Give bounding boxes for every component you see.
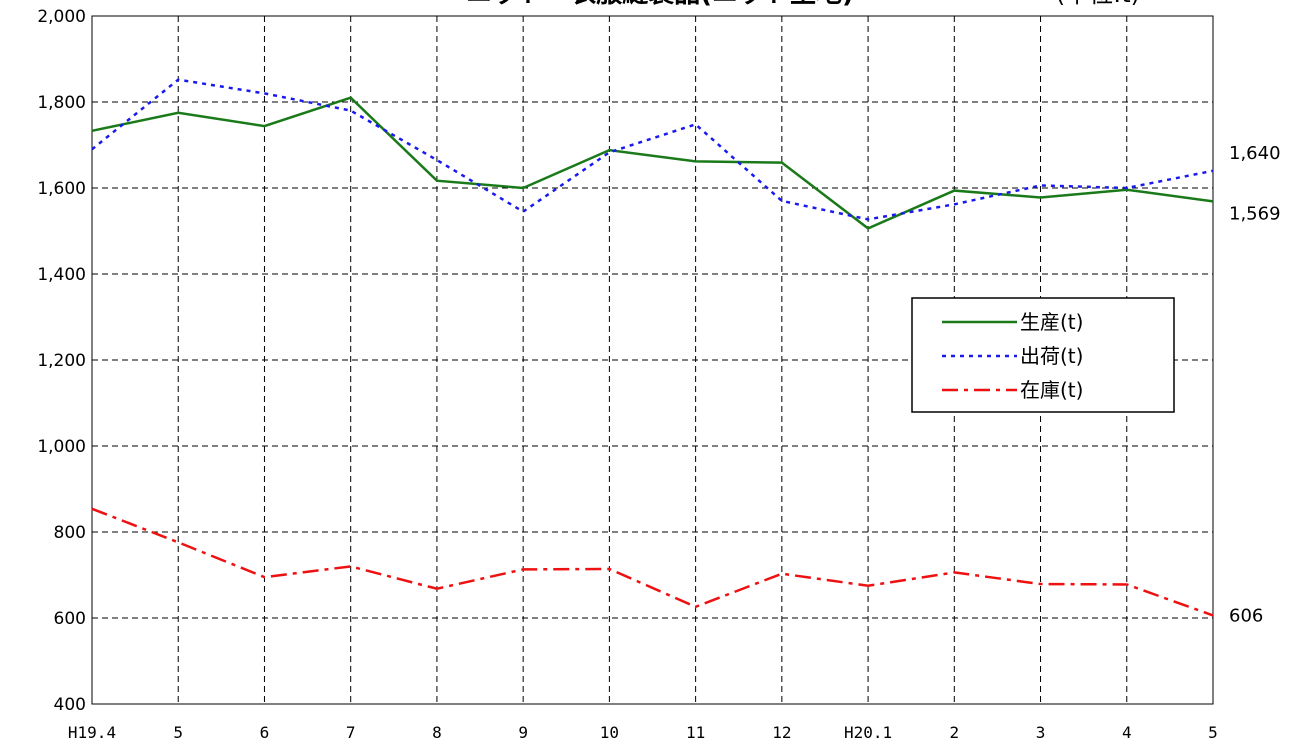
- legend-label: 出荷(t): [1020, 344, 1083, 368]
- x-tick-label: 9: [518, 723, 528, 742]
- x-tick-label: 10: [600, 723, 619, 742]
- unit-label: (単位:t): [1056, 0, 1140, 8]
- x-tick-label: 4: [1122, 723, 1132, 742]
- chart-title-group: ニット・衣服縫製品(ニット生地) (単位:t): [466, 0, 1140, 9]
- x-tick-label: 3: [1036, 723, 1046, 742]
- y-tick-label: 800: [54, 523, 86, 543]
- x-tick-label: 2: [949, 723, 959, 742]
- y-tick-label: 1,600: [37, 179, 86, 199]
- y-tick-label: 400: [54, 695, 86, 715]
- y-tick-label: 1,400: [37, 265, 86, 285]
- end-label: 1,640: [1229, 143, 1281, 164]
- x-axis-ticks: H19.4 5 6 7 8 9 10 11 12 H20.1 2 3 4 5: [68, 723, 1218, 742]
- y-tick-label: 1,000: [37, 437, 86, 457]
- y-axis-ticks: 400 600 800 1,000 1,200 1,400 1,600 1,800 2,000: [37, 7, 86, 715]
- y-tick-label: 1,800: [37, 93, 86, 113]
- x-tick-label: 6: [260, 723, 270, 742]
- y-tick-label: 1,200: [37, 351, 86, 371]
- grid: [92, 16, 1213, 704]
- x-tick-label: H19.4: [68, 723, 116, 742]
- x-tick-label: 11: [686, 723, 705, 742]
- y-tick-label: 2,000: [37, 7, 86, 27]
- x-tick-label: 5: [1208, 723, 1218, 742]
- legend-box: [911, 297, 1175, 413]
- end-labels: 1,569 1,640 606: [1229, 143, 1281, 627]
- x-tick-label: 5: [173, 723, 183, 742]
- plot-area-border: [91, 15, 1214, 705]
- end-label: 606: [1229, 605, 1263, 626]
- x-tick-label: 12: [772, 723, 791, 742]
- legend: 生産(t) 出荷(t) 在庫(t): [911, 297, 1175, 413]
- series-line-3: [91, 507, 1214, 617]
- chart-title: ニット・衣服縫製品(ニット生地): [466, 0, 854, 9]
- y-tick-label: 600: [54, 609, 86, 629]
- x-tick-label: H20.1: [844, 723, 892, 742]
- end-label: 1,569: [1229, 203, 1281, 224]
- legend-label: 在庫(t): [1020, 378, 1083, 402]
- series-line-1: [91, 96, 1214, 230]
- x-tick-label: 7: [346, 723, 356, 742]
- legend-label: 生産(t): [1020, 310, 1083, 334]
- x-tick-label: 8: [432, 723, 442, 742]
- series-line-2: [91, 78, 1214, 221]
- series-lines: [91, 78, 1214, 617]
